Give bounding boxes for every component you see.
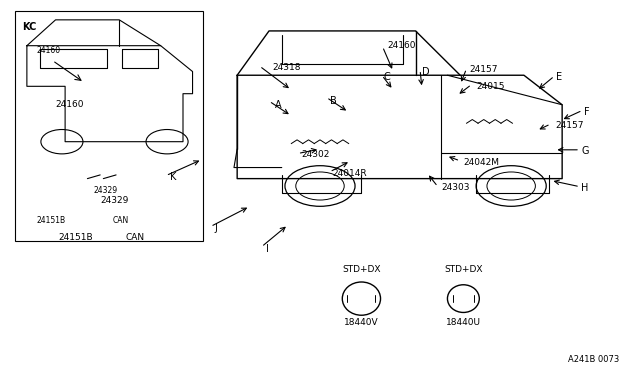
Text: D: D xyxy=(422,67,429,77)
Text: C: C xyxy=(384,72,390,82)
Text: H: H xyxy=(581,183,589,193)
Text: B: B xyxy=(330,96,336,106)
Text: 24151B: 24151B xyxy=(36,216,65,225)
Text: 24160: 24160 xyxy=(387,41,415,50)
Text: STD+DX: STD+DX xyxy=(342,264,381,273)
Text: F: F xyxy=(584,107,590,117)
Text: K: K xyxy=(170,172,177,182)
Text: KC: KC xyxy=(22,22,36,32)
Text: 24042M: 24042M xyxy=(463,157,499,167)
Text: J: J xyxy=(215,224,218,234)
Text: 24157: 24157 xyxy=(470,65,499,74)
Text: 24160: 24160 xyxy=(36,46,61,55)
Text: 24318: 24318 xyxy=(272,63,301,72)
Text: A241B 0073: A241B 0073 xyxy=(568,355,620,364)
Text: G: G xyxy=(581,146,589,156)
Text: 24157: 24157 xyxy=(556,121,584,129)
Text: 24303: 24303 xyxy=(441,183,470,192)
Text: A: A xyxy=(275,100,282,110)
Text: 18440U: 18440U xyxy=(446,318,481,327)
Text: I: I xyxy=(266,244,269,254)
Text: CAN: CAN xyxy=(125,233,145,242)
Text: 24015: 24015 xyxy=(476,82,504,91)
Text: 24329: 24329 xyxy=(100,196,129,205)
Text: 24160: 24160 xyxy=(56,100,84,109)
Text: STD+DX: STD+DX xyxy=(444,264,483,273)
Text: 24329: 24329 xyxy=(94,186,118,195)
Text: 18440V: 18440V xyxy=(344,318,379,327)
Text: CAN: CAN xyxy=(113,216,129,225)
Text: 24151B: 24151B xyxy=(59,233,93,242)
FancyBboxPatch shape xyxy=(15,11,204,241)
Text: 24014R: 24014R xyxy=(333,169,367,177)
Text: 24302: 24302 xyxy=(301,150,329,159)
Text: E: E xyxy=(556,72,562,82)
